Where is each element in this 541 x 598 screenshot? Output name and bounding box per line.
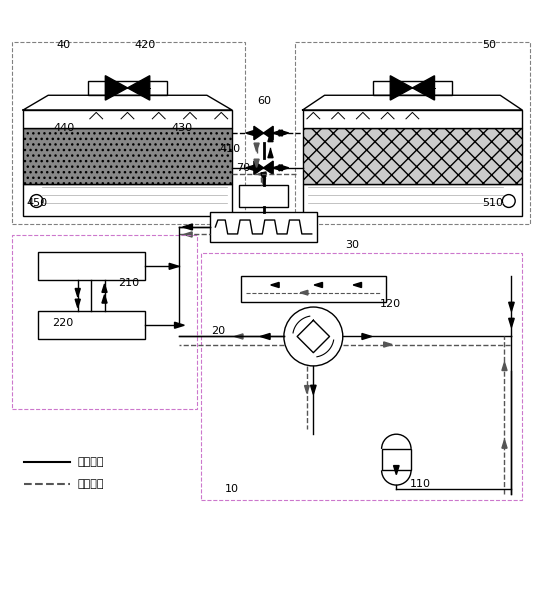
Bar: [88, 81, 167, 95]
Bar: [210, 212, 317, 242]
Text: 20: 20: [212, 326, 226, 336]
Bar: [12, 235, 197, 409]
Bar: [23, 184, 232, 216]
Polygon shape: [279, 130, 289, 136]
Text: 410: 410: [220, 144, 241, 154]
Text: 40: 40: [56, 39, 70, 50]
Bar: [12, 42, 245, 224]
Polygon shape: [390, 76, 412, 100]
Polygon shape: [509, 302, 514, 312]
Bar: [302, 127, 522, 184]
Polygon shape: [300, 290, 308, 295]
Polygon shape: [270, 282, 279, 288]
Polygon shape: [263, 161, 273, 175]
Polygon shape: [314, 282, 322, 288]
Circle shape: [284, 307, 343, 366]
Polygon shape: [246, 130, 255, 136]
Text: 50: 50: [482, 39, 496, 50]
Bar: [302, 110, 522, 127]
Polygon shape: [353, 282, 361, 288]
Text: 110: 110: [410, 479, 431, 489]
Text: 420: 420: [134, 39, 155, 50]
Polygon shape: [509, 318, 514, 327]
Polygon shape: [246, 165, 255, 171]
Bar: [381, 449, 411, 471]
Polygon shape: [393, 466, 399, 475]
Polygon shape: [254, 143, 259, 151]
Text: 10: 10: [225, 484, 239, 494]
Text: 210: 210: [118, 278, 139, 288]
Polygon shape: [502, 440, 507, 448]
Bar: [241, 276, 386, 301]
Bar: [37, 312, 144, 339]
Polygon shape: [254, 159, 259, 167]
Polygon shape: [254, 126, 263, 140]
Polygon shape: [268, 133, 273, 142]
Polygon shape: [273, 130, 282, 136]
Text: 制热工况: 制热工况: [78, 479, 104, 489]
Bar: [240, 185, 288, 207]
Polygon shape: [184, 232, 192, 237]
Text: 220: 220: [52, 318, 74, 328]
Polygon shape: [235, 334, 243, 339]
Polygon shape: [128, 76, 150, 100]
Polygon shape: [75, 299, 80, 307]
Polygon shape: [261, 173, 266, 181]
Text: 120: 120: [380, 300, 401, 309]
Polygon shape: [362, 334, 372, 340]
Polygon shape: [260, 334, 270, 340]
Bar: [23, 127, 232, 184]
Bar: [37, 252, 144, 280]
Text: 440: 440: [54, 123, 75, 133]
Polygon shape: [305, 386, 309, 393]
Polygon shape: [75, 288, 80, 297]
Bar: [295, 42, 530, 224]
Polygon shape: [297, 321, 329, 353]
Polygon shape: [273, 165, 282, 171]
Text: 30: 30: [346, 240, 359, 251]
Text: 450: 450: [27, 197, 48, 208]
Polygon shape: [311, 385, 316, 394]
Text: 70: 70: [236, 163, 250, 173]
Bar: [373, 81, 452, 95]
Polygon shape: [261, 179, 266, 185]
Polygon shape: [169, 263, 179, 269]
Text: 430: 430: [171, 123, 193, 133]
Polygon shape: [102, 284, 107, 292]
Bar: [302, 184, 522, 216]
Polygon shape: [502, 362, 507, 371]
Bar: [23, 110, 232, 127]
Polygon shape: [412, 76, 434, 100]
Polygon shape: [258, 172, 266, 177]
Polygon shape: [279, 165, 289, 171]
Polygon shape: [384, 342, 392, 347]
Bar: [201, 254, 522, 500]
Polygon shape: [183, 224, 193, 230]
Polygon shape: [102, 295, 107, 303]
Polygon shape: [105, 76, 128, 100]
Polygon shape: [263, 126, 273, 140]
Text: 60: 60: [257, 96, 271, 106]
Text: 制冷工况: 制冷工况: [78, 457, 104, 467]
Polygon shape: [175, 322, 184, 328]
Polygon shape: [268, 150, 273, 158]
Polygon shape: [254, 161, 263, 175]
Text: 510: 510: [482, 197, 503, 208]
